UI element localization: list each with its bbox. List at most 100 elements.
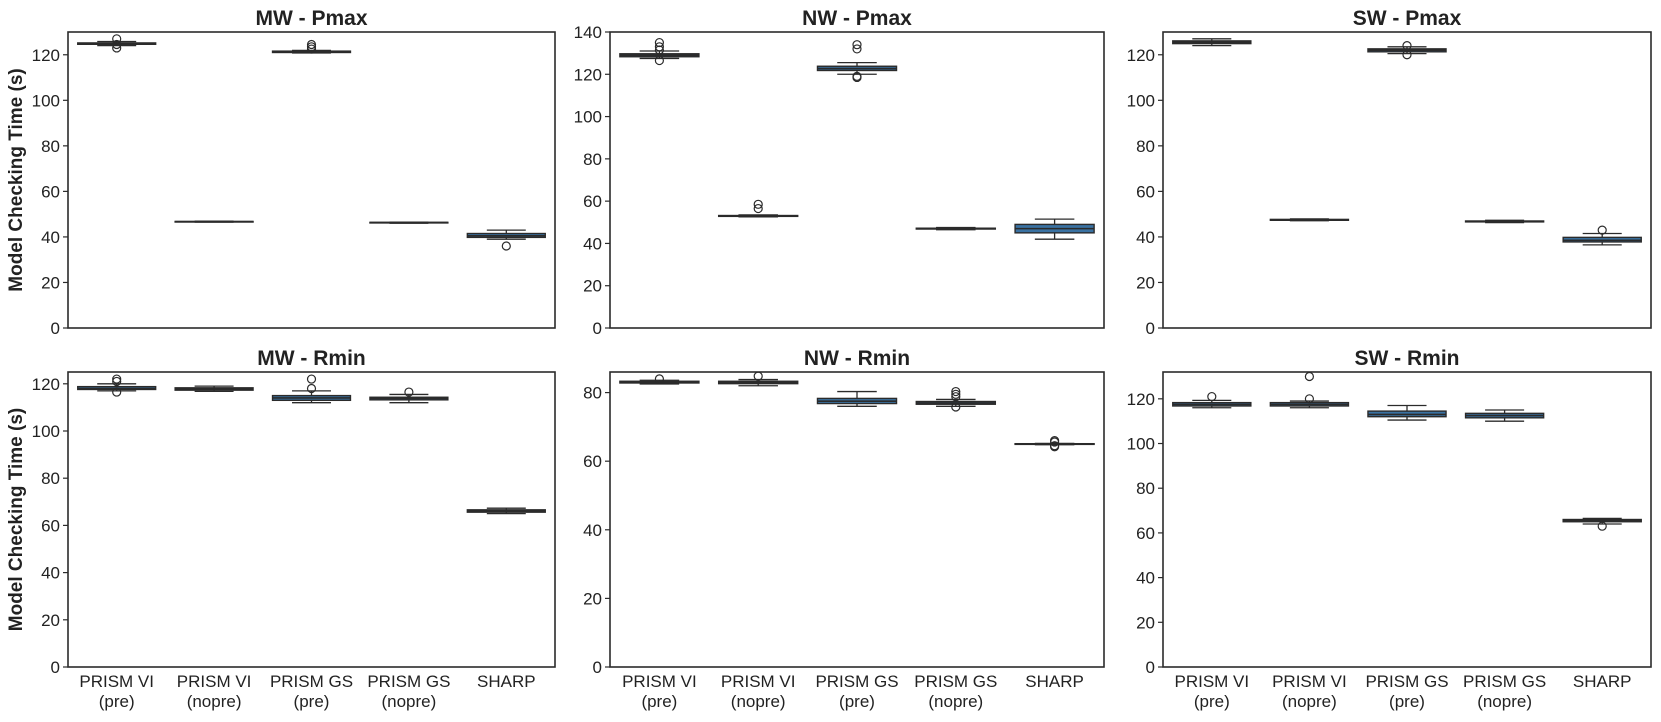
- outlier-point: [306, 374, 317, 384]
- box-group: [619, 37, 700, 66]
- box-group: [174, 385, 254, 393]
- box-group: [915, 226, 997, 231]
- box-group: [915, 386, 997, 412]
- outlier-point: [1597, 225, 1607, 235]
- y-tick-label: 40: [583, 521, 602, 540]
- x-tick-label: (pre): [1194, 692, 1230, 711]
- box-group: [77, 34, 157, 53]
- x-tick-label: (pre): [294, 692, 330, 711]
- y-tick-label: 0: [1146, 658, 1155, 677]
- y-tick-label: 20: [1136, 613, 1155, 632]
- box-group: [816, 40, 898, 83]
- x-tick-label: (nopre): [928, 692, 983, 711]
- y-tick-label: 40: [1136, 228, 1155, 247]
- y-axis-label: Model Checking Time (s): [6, 408, 27, 631]
- outlier-point: [654, 374, 665, 384]
- subplot-title: SW - Rmin: [1355, 347, 1460, 370]
- outlier-point: [753, 203, 763, 214]
- subplot-title: MW - Pmax: [255, 7, 367, 30]
- box-group: [816, 390, 898, 407]
- y-tick-label: 100: [574, 108, 602, 127]
- y-tick-label: 100: [1127, 91, 1155, 110]
- y-tick-label: 0: [51, 319, 60, 338]
- outlier-point: [404, 387, 414, 397]
- box-group: [1464, 409, 1545, 422]
- x-tick-label: PRISM GS: [815, 672, 898, 691]
- outlier-point: [1402, 41, 1412, 51]
- outlier-point: [1207, 391, 1217, 402]
- plot-frame: [67, 371, 556, 668]
- x-tick-label: PRISM VI: [79, 672, 154, 691]
- outlier-point: [1049, 437, 1060, 447]
- y-tick-label: 60: [583, 452, 602, 471]
- y-tick-label: 80: [41, 469, 60, 488]
- outlier-point: [306, 42, 317, 52]
- y-tick-label: 60: [41, 182, 60, 201]
- x-tick-label: (nopre): [187, 692, 242, 711]
- x-tick-label: SHARP: [1573, 672, 1632, 691]
- y-tick-label: 80: [41, 137, 60, 156]
- plot-frame: [1162, 31, 1652, 329]
- outlier-point: [112, 34, 122, 44]
- plot-frame: [1162, 371, 1652, 668]
- subplot-title: NW - Pmax: [802, 7, 912, 30]
- subplot-title: MW - Rmin: [257, 347, 365, 370]
- y-tick-label: 80: [1136, 137, 1155, 156]
- x-tick-label: (nopre): [731, 692, 786, 711]
- x-tick-label: PRISM VI: [721, 672, 796, 691]
- outlier-point: [112, 376, 122, 387]
- outlier-point: [654, 45, 665, 55]
- plot-frame: [67, 31, 556, 329]
- box-group: [1464, 219, 1545, 224]
- outlier-point: [1402, 50, 1412, 60]
- outlier-point: [1304, 394, 1315, 404]
- x-tick-label: SHARP: [477, 672, 536, 691]
- box-group: [1014, 218, 1095, 240]
- y-tick-label: 80: [583, 384, 602, 403]
- y-tick-label: 40: [41, 564, 60, 583]
- box-group: [466, 507, 546, 515]
- x-tick-label: (nopre): [1477, 692, 1532, 711]
- outlier-point: [1049, 442, 1060, 452]
- box-group: [369, 221, 449, 224]
- y-axis-label: Model Checking Time (s): [6, 68, 27, 291]
- x-tick-label: (pre): [1389, 692, 1425, 711]
- box-group: [1562, 225, 1642, 246]
- y-tick-label: 80: [583, 150, 602, 169]
- x-tick-label: PRISM GS: [367, 672, 450, 691]
- x-tick-label: PRISM GS: [270, 672, 353, 691]
- plot-frame: [609, 371, 1105, 668]
- x-tick-label: (pre): [641, 692, 677, 711]
- subplot: SW - Pmax 0 20 40 60 80 100 120: [1127, 7, 1652, 338]
- box-group: [1172, 38, 1252, 47]
- outlier-point: [951, 402, 961, 412]
- subplot-title: SW - Pmax: [1353, 7, 1462, 30]
- outlier-point: [306, 44, 317, 54]
- outlier-point: [852, 44, 862, 54]
- box-group: [717, 199, 799, 218]
- y-tick-label: 60: [41, 516, 60, 535]
- box-group: [1269, 218, 1350, 222]
- y-tick-label: 120: [32, 375, 60, 394]
- x-tick-label: PRISM VI: [177, 672, 252, 691]
- y-tick-label: 120: [32, 46, 60, 65]
- x-tick-label: PRISM GS: [1463, 672, 1546, 691]
- outlier-point: [951, 392, 961, 402]
- y-tick-label: 20: [583, 277, 602, 296]
- y-tick-label: 40: [583, 234, 602, 253]
- y-tick-label: 40: [1136, 569, 1155, 588]
- x-tick-label: PRISM VI: [1174, 672, 1249, 691]
- outlier-point: [951, 386, 961, 397]
- box-group: [1172, 391, 1252, 409]
- y-tick-label: 20: [41, 611, 60, 630]
- y-tick-label: 0: [1146, 319, 1155, 338]
- y-tick-label: 40: [41, 228, 60, 247]
- plot-frame: [609, 31, 1105, 329]
- outlier-point: [852, 40, 862, 50]
- box-group: [1367, 41, 1447, 60]
- box-group: [466, 229, 546, 251]
